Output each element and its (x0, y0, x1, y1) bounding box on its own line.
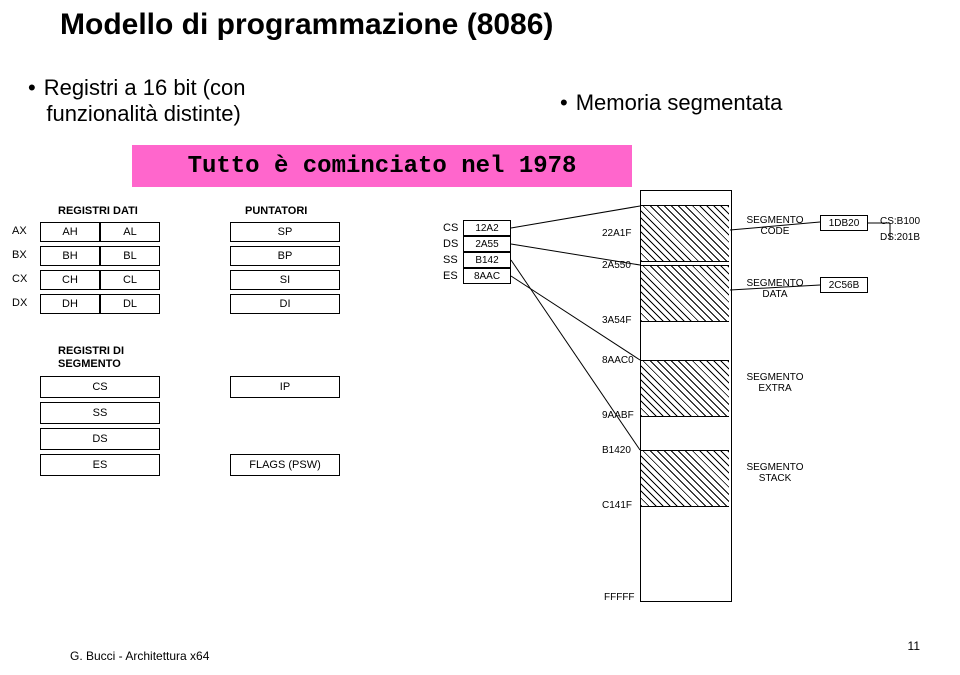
st-cs-lbl: CS (443, 222, 458, 234)
page-number: 11 (908, 639, 920, 653)
mem-seg-code (641, 205, 729, 262)
bullet-right-text: Memoria segmentata (576, 90, 783, 115)
reg-cx-label: CX (12, 273, 27, 285)
reg-dh: DH (40, 294, 100, 314)
st-ss-val: B142 (463, 252, 511, 268)
addr-c141f: C141F (602, 500, 632, 511)
reg-dl: DL (100, 294, 160, 314)
reg-sp: SP (230, 222, 340, 242)
st-cs-val: 12A2 (463, 220, 511, 236)
addr-9aabf: 9AABF (602, 410, 634, 421)
mem-seg-extra (641, 360, 729, 417)
right-connectors (730, 190, 930, 390)
reg-al: AL (100, 222, 160, 242)
reg-di: DI (230, 294, 340, 314)
mem-seg-stack (641, 450, 729, 507)
reg-es: ES (40, 454, 160, 476)
reg-flags: FLAGS (PSW) (230, 454, 340, 476)
addr-22a1f: 22A1F (602, 228, 631, 239)
reg-cl: CL (100, 270, 160, 290)
reg-bp: BP (230, 246, 340, 266)
seg-label-stack: SEGMENTO STACK (740, 462, 810, 484)
banner: Tutto è cominciato nel 1978 (132, 145, 632, 187)
reg-bl: BL (100, 246, 160, 266)
addr-fffff: FFFFF (604, 592, 635, 603)
section-registri-seg1: REGISTRI DI (58, 345, 124, 357)
reg-ch: CH (40, 270, 100, 290)
section-registri-seg2: SEGMENTO (58, 358, 121, 370)
addr-b1420: B1420 (602, 445, 631, 456)
bullet-left-text2: funzionalità distinte) (46, 101, 240, 126)
footer: G. Bucci - Architettura x64 (70, 649, 209, 663)
reg-ss: SS (40, 402, 160, 424)
st-es-lbl: ES (443, 270, 458, 282)
st-ds-lbl: DS (443, 238, 458, 250)
bullet-left: •Registri a 16 bit (con funzionalità dis… (28, 75, 245, 127)
reg-bh: BH (40, 246, 100, 266)
addr-2a550: 2A550 (602, 260, 631, 271)
reg-ah: AH (40, 222, 100, 242)
addr-8aac0: 8AAC0 (602, 355, 634, 366)
st-ds-val: 2A55 (463, 236, 511, 252)
reg-ds: DS (40, 428, 160, 450)
connector-lines (510, 190, 660, 610)
reg-ip: IP (230, 376, 340, 398)
mem-seg-data (641, 265, 729, 322)
bullet-right: •Memoria segmentata (560, 90, 782, 116)
reg-bx-label: BX (12, 249, 27, 261)
st-es-val: 8AAC (463, 268, 511, 284)
addr-3a54f: 3A54F (602, 315, 631, 326)
section-registri-dati: REGISTRI DATI (58, 205, 138, 217)
reg-si: SI (230, 270, 340, 290)
bullet-left-text1: Registri a 16 bit (con (44, 75, 246, 100)
section-puntatori: PUNTATORI (245, 205, 307, 217)
st-ss-lbl: SS (443, 254, 458, 266)
page-title: Modello di programmazione (8086) (60, 8, 553, 42)
reg-dx-label: DX (12, 297, 27, 309)
reg-cs: CS (40, 376, 160, 398)
reg-ax-label: AX (12, 225, 27, 237)
